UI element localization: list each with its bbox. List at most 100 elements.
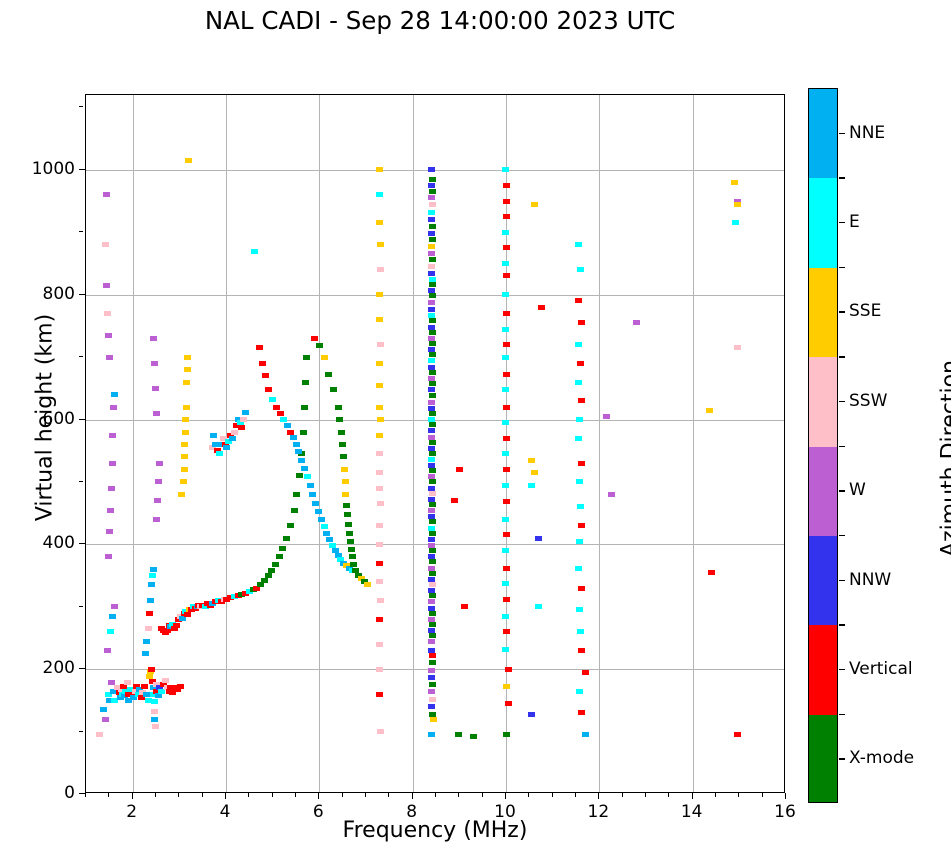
data-point [217,599,225,605]
x-tick-label: 8 [406,802,418,822]
colorbar-segment-x-mode[interactable] [809,714,837,802]
data-point [427,209,435,215]
data-point [153,688,161,694]
colorbar-boundary-tick [839,624,845,626]
data-point [428,277,436,283]
data-point [428,422,436,428]
data-point [427,525,435,531]
data-point [502,214,510,220]
data-point [455,466,463,472]
data-point [428,530,436,536]
data-point [320,354,328,360]
data-point [276,410,284,416]
data-point [179,479,187,485]
colorbar-boundary-tick [839,177,845,179]
data-point [376,598,384,604]
data-point [184,611,192,617]
data-point [284,423,292,429]
data-point [427,231,435,237]
colorbar-segment-sse[interactable] [809,267,837,358]
colorbar-segment-e[interactable] [809,178,837,269]
data-point [428,329,436,335]
plot-area[interactable] [85,94,785,793]
x-tick-minor [575,793,576,797]
data-point [185,158,193,164]
data-point [376,267,384,273]
y-tick-minor [79,730,83,732]
data-point [167,624,175,630]
data-point [427,474,435,480]
colorbar-segment-ssw[interactable] [809,357,837,447]
data-point [169,690,177,696]
data-point [234,593,242,599]
data-point [427,428,435,434]
data-point [184,354,192,360]
data-point [223,445,231,451]
data-point [223,596,231,602]
data-point [215,451,223,457]
data-point [296,473,304,479]
colorbar-segment-nne[interactable] [809,89,837,179]
data-point [501,387,509,393]
data-point [236,420,244,426]
colorbar-tick [839,400,845,403]
x-tick-major [131,793,133,799]
data-point [146,669,154,675]
data-point [574,242,582,248]
data-point [733,345,741,351]
data-point [428,439,436,445]
colorbar-segment-nnw[interactable] [809,535,837,626]
colorbar[interactable] [808,88,838,803]
data-point [169,621,177,627]
data-point [137,694,145,700]
data-point [303,474,311,480]
x-tick-minor [668,793,670,797]
data-point [502,596,510,602]
data-point [238,591,246,597]
colorbar-boundary-tick [839,534,845,537]
colorbar-boundary-tick [839,713,845,716]
data-point [230,594,238,600]
x-tick-minor [365,793,366,797]
data-point [176,684,184,690]
page-title: NAL CADI - Sep 28 14:00:00 2023 UTC [204,6,676,35]
data-point [602,413,610,419]
data-point [535,604,543,610]
data-point [375,432,383,438]
x-tick-minor [248,793,250,797]
data-point [375,220,383,226]
data-point [428,176,436,182]
data-point [376,501,384,507]
colorbar-segment-w[interactable] [809,446,837,537]
data-point [427,463,435,469]
data-point [229,435,237,441]
x-tick-major [411,793,413,799]
x-tick-major [691,793,693,799]
data-point [428,610,436,616]
data-point [428,548,436,554]
data-point [578,320,586,326]
data-point [502,565,510,571]
data-point [375,560,383,566]
data-point [139,690,147,696]
data-point [501,451,509,457]
data-point [227,594,235,600]
colorbar-boundary-tick [839,266,845,269]
data-point [427,364,435,370]
y-tick-label: 800 [42,283,75,304]
colorbar-segment-vertical[interactable] [809,625,837,716]
x-tick-minor [295,793,296,797]
data-point [149,685,157,691]
data-point [375,382,383,388]
data-point [427,217,435,223]
data-point [302,354,310,360]
gridline-vertical [319,95,321,792]
data-point [427,358,435,364]
data-point [577,360,585,366]
data-point [201,604,209,610]
data-point [375,641,383,647]
data-point [502,629,510,635]
data-point [528,457,536,463]
x-tick-minor [201,793,203,797]
data-point [578,460,586,466]
